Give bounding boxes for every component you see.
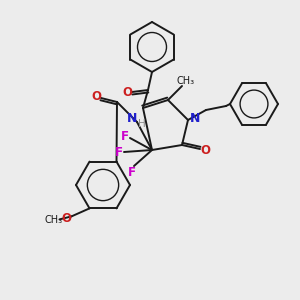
Text: F: F bbox=[128, 166, 136, 178]
Text: O: O bbox=[122, 85, 132, 98]
Text: F: F bbox=[121, 130, 129, 143]
Text: F: F bbox=[115, 146, 123, 158]
Text: CH₃: CH₃ bbox=[44, 215, 63, 225]
Text: O: O bbox=[200, 143, 210, 157]
Text: N: N bbox=[190, 112, 200, 124]
Text: CH₃: CH₃ bbox=[177, 76, 195, 86]
Text: N: N bbox=[127, 112, 137, 125]
Text: O: O bbox=[61, 212, 71, 225]
Text: H: H bbox=[138, 119, 146, 129]
Text: O: O bbox=[91, 89, 101, 103]
